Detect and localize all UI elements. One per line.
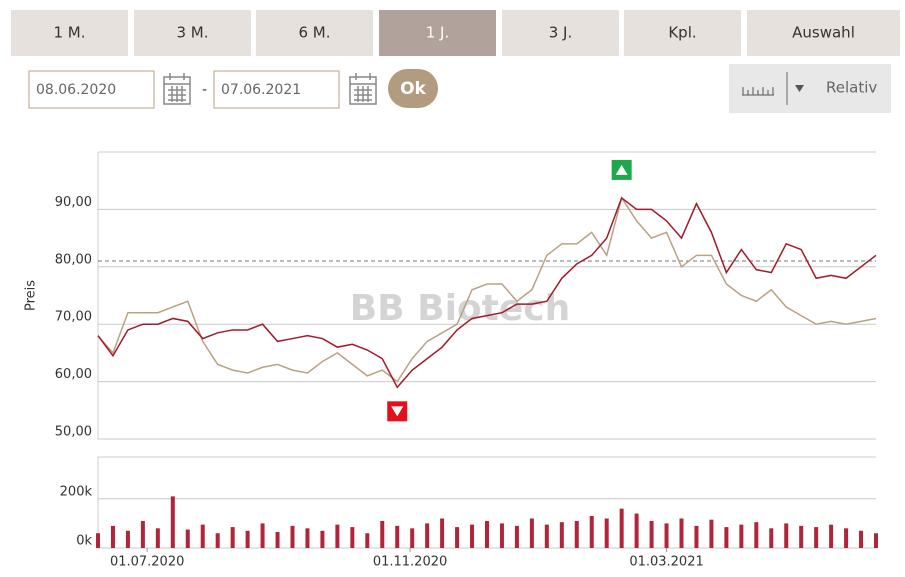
- price-line: [97, 196, 877, 389]
- volume-bar: [245, 530, 250, 548]
- y-tick-label: 90,00: [55, 195, 92, 210]
- tab[interactable]: [379, 10, 496, 56]
- volume-bar: [260, 523, 265, 548]
- volume-bar: [499, 523, 504, 548]
- volume-bar: [305, 528, 310, 548]
- volume-bar: [275, 532, 280, 548]
- y-tick-label: 80,00: [55, 252, 92, 267]
- chart-icon: [742, 87, 774, 96]
- y-tick-label: 0k: [76, 534, 92, 549]
- volume-bar: [559, 522, 564, 548]
- volume-bar: [844, 528, 849, 548]
- tab[interactable]: [11, 10, 128, 56]
- volume-bar: [96, 533, 100, 548]
- volume-bar: [215, 533, 220, 548]
- volume-bar: [185, 529, 190, 548]
- date-input[interactable]: [28, 70, 155, 109]
- tab[interactable]: [624, 10, 741, 56]
- volume-bar: [799, 525, 804, 548]
- calendar-icon[interactable]: [349, 73, 377, 105]
- volume-bar: [200, 524, 205, 548]
- volume-bar: [739, 524, 744, 548]
- volume-bar: [320, 530, 325, 548]
- volume-bar: [784, 523, 789, 548]
- watermark: BB Biotech: [350, 288, 571, 329]
- volume-bar: [679, 518, 684, 548]
- tab-label[interactable]: 1 M.: [53, 24, 85, 42]
- volume-bar: [470, 524, 475, 548]
- y-tick-label: 70,00: [55, 310, 92, 325]
- tab-label[interactable]: Kpl.: [668, 24, 696, 42]
- volume-bar: [290, 525, 295, 548]
- price-line: [97, 196, 877, 383]
- volume-bar: [649, 520, 654, 548]
- volume-bar: [604, 518, 609, 548]
- x-tick-label: 01.03.2021: [629, 555, 703, 570]
- tab[interactable]: [134, 10, 251, 56]
- y-axis-label: Preis: [24, 280, 39, 311]
- tab-label[interactable]: 3 J.: [549, 24, 573, 42]
- mode-label[interactable]: Relativ: [826, 79, 877, 97]
- volume-bar: [380, 520, 385, 548]
- mode-selector[interactable]: [729, 64, 891, 113]
- volume-bar: [874, 533, 878, 548]
- volume-bar: [574, 520, 579, 548]
- volume-bar: [125, 530, 130, 548]
- date-from[interactable]: 08.06.2020: [36, 82, 116, 98]
- charts: 50,00 60,00 70,00 80,00 90,00 Preis BB Biotech…: [24, 151, 878, 570]
- volume-bar: [365, 533, 370, 548]
- volume-bar: [140, 520, 145, 548]
- dropdown-arrow[interactable]: [795, 85, 804, 92]
- volume-bar: [335, 524, 340, 548]
- tab[interactable]: [256, 10, 373, 56]
- low-marker-arrow: [391, 406, 404, 417]
- tab-label[interactable]: 6 M.: [298, 24, 330, 42]
- y-tick-label: 200k: [60, 484, 93, 499]
- volume-bar: [589, 516, 594, 548]
- volume-bar: [529, 518, 534, 548]
- x-tick-label: 01.07.2020: [110, 555, 184, 570]
- volume-bar: [110, 525, 115, 548]
- high-marker-arrow: [615, 164, 628, 175]
- volume-bar: [859, 530, 864, 548]
- volume-bar: [230, 527, 235, 548]
- date-to[interactable]: 07.06.2021: [221, 82, 301, 98]
- volume-bar: [829, 524, 834, 548]
- tab[interactable]: [502, 10, 619, 56]
- volume-bar: [754, 522, 759, 548]
- volume-bar: [170, 496, 175, 548]
- volume-bar: [440, 518, 445, 548]
- tab-bar: 1 M. 3 M. 6 M. 1 J. 3 J. Kpl. Auswahl: [11, 10, 900, 56]
- ok-label[interactable]: Ok: [400, 79, 426, 99]
- y-tick-label: 50,00: [55, 425, 92, 440]
- volume-bar: [350, 527, 355, 548]
- x-tick-label: 01.11.2020: [373, 555, 447, 570]
- volume-bar: [485, 520, 489, 548]
- tab-label[interactable]: Auswahl: [792, 24, 855, 42]
- volume-bar: [455, 527, 460, 548]
- y-tick-label: 60,00: [55, 367, 92, 382]
- tab-label[interactable]: 1 J.: [426, 24, 450, 42]
- volume-bar: [724, 527, 729, 548]
- volume-bar: [395, 525, 400, 548]
- volume-bar: [634, 513, 639, 548]
- volume-bar: [425, 523, 430, 548]
- tab-label[interactable]: 3 M.: [176, 24, 208, 42]
- volume-bar: [514, 525, 519, 548]
- volume-bar: [769, 528, 774, 548]
- ok-button[interactable]: [388, 69, 438, 108]
- volume-bar: [694, 525, 699, 548]
- tab[interactable]: [747, 10, 900, 56]
- volume-bar: [664, 523, 669, 548]
- volume-bar: [619, 508, 624, 548]
- volume-bar: [544, 524, 549, 548]
- volume-bar: [410, 528, 415, 548]
- volume-bar: [709, 519, 714, 548]
- date-separator: -: [202, 82, 207, 98]
- volume-bar: [814, 527, 819, 548]
- date-input[interactable]: [213, 70, 340, 109]
- calendar-icon[interactable]: [163, 73, 191, 105]
- volume-bar: [155, 528, 160, 548]
